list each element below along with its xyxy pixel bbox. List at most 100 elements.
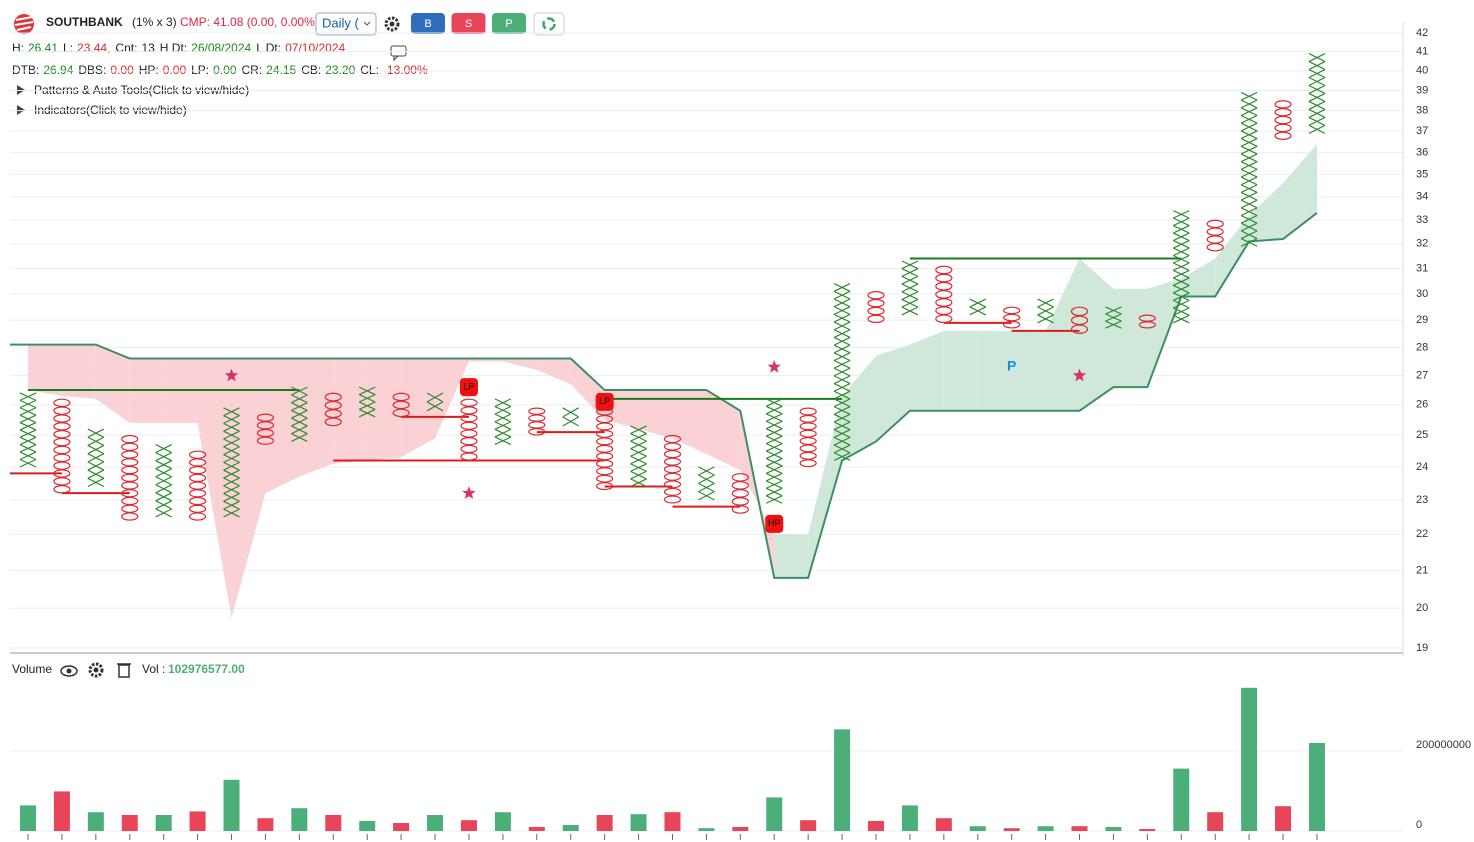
x-box xyxy=(1240,114,1258,124)
o-box xyxy=(935,290,953,299)
x-box xyxy=(630,470,647,480)
cloud-segment xyxy=(842,355,876,461)
y-tick-label: 20 xyxy=(1416,602,1428,614)
o-box xyxy=(53,461,71,470)
o-box xyxy=(53,485,71,494)
volume-bar xyxy=(732,827,749,831)
x-box xyxy=(833,329,851,338)
o-box xyxy=(799,444,817,453)
x-box xyxy=(833,398,851,408)
x-box xyxy=(969,298,987,308)
volume-bar xyxy=(1207,812,1224,831)
y-tick-label: 36 xyxy=(1416,146,1428,158)
eye-icon[interactable] xyxy=(60,665,78,677)
action-button[interactable] xyxy=(451,13,486,34)
x-box xyxy=(833,344,851,354)
o-box xyxy=(189,489,207,498)
pf-column xyxy=(663,434,682,504)
x-box xyxy=(1173,254,1190,264)
action-button[interactable] xyxy=(492,13,526,34)
o-box xyxy=(1003,320,1021,329)
star xyxy=(224,368,239,382)
pf-column xyxy=(19,392,37,468)
volume-settings-icon[interactable] xyxy=(88,662,104,678)
cloud-segment xyxy=(95,344,130,423)
ring-button[interactable] xyxy=(533,12,565,36)
volume-bar xyxy=(20,805,36,831)
o-box xyxy=(935,281,953,291)
x-box xyxy=(291,433,308,442)
toggle-arrow[interactable] xyxy=(17,105,25,115)
y-tick-label: 24 xyxy=(1416,461,1428,473)
y-tick-label: 25 xyxy=(1416,429,1428,441)
x-box xyxy=(833,283,851,292)
x-box xyxy=(19,429,37,438)
x-box xyxy=(1308,124,1326,134)
x-box xyxy=(1105,313,1122,322)
x-box xyxy=(223,485,240,495)
symbol: SOUTHBANK xyxy=(46,15,123,29)
o-box xyxy=(121,481,139,490)
cloud-segment xyxy=(197,358,232,618)
o-box xyxy=(121,442,139,452)
x-box xyxy=(630,425,647,435)
o-box xyxy=(189,458,207,467)
x-box xyxy=(87,469,105,479)
o-box xyxy=(867,290,885,300)
x-box xyxy=(358,401,376,410)
stat-value: 23.20 xyxy=(325,63,355,77)
pf-column xyxy=(969,298,987,316)
x-box xyxy=(1173,247,1190,257)
o-box xyxy=(731,497,749,506)
volume-bar xyxy=(1308,743,1325,831)
x-box xyxy=(358,386,376,396)
cloud-segment xyxy=(536,358,571,385)
pf-column xyxy=(494,398,512,446)
x-box xyxy=(358,394,376,403)
volume-bar xyxy=(223,779,240,831)
x-box xyxy=(969,306,987,316)
x-box xyxy=(87,436,105,446)
x-box xyxy=(1173,210,1190,219)
x-box xyxy=(155,484,172,494)
x-box xyxy=(833,452,851,461)
y-tick-label: 35 xyxy=(1416,168,1428,180)
stat-value: 26/08/2024 xyxy=(191,41,251,55)
x-box xyxy=(155,452,172,462)
o-box xyxy=(663,472,682,481)
x-box xyxy=(19,451,37,461)
settings-icon[interactable] xyxy=(384,16,400,32)
x-box xyxy=(1308,100,1326,110)
y-tick-label: 42 xyxy=(1416,27,1428,39)
x-box xyxy=(765,405,783,415)
o-box xyxy=(189,512,207,521)
stat-value: -13.00% xyxy=(383,63,428,77)
x-box xyxy=(765,457,783,467)
interval-select[interactable] xyxy=(315,12,377,36)
stat-label: DBS: xyxy=(78,63,106,77)
y-tick-label: 26 xyxy=(1416,399,1428,411)
o-box xyxy=(935,314,953,324)
x-box xyxy=(1308,68,1326,79)
x-box xyxy=(630,448,647,457)
o-box xyxy=(1206,243,1224,252)
volume-bar xyxy=(155,815,172,831)
volume-bar xyxy=(325,815,342,831)
cloud-segment xyxy=(61,344,96,399)
comment-icon[interactable] xyxy=(390,45,407,62)
pf-column xyxy=(1274,100,1292,140)
volume-bar xyxy=(1003,828,1020,831)
x-box xyxy=(1173,262,1190,272)
x-box xyxy=(630,455,647,465)
y-tick-label: 19 xyxy=(1416,642,1428,654)
cloud-segment xyxy=(1283,143,1317,240)
cloud-segment xyxy=(808,395,843,578)
x-box xyxy=(494,413,512,423)
action-button[interactable] xyxy=(411,13,445,34)
trash-icon[interactable] xyxy=(117,663,131,678)
cloud-segment xyxy=(943,330,978,411)
x-box xyxy=(1240,161,1258,170)
x-box xyxy=(87,477,105,488)
vol-value: 102976577.00 xyxy=(168,662,245,676)
cloud-segment xyxy=(28,344,62,396)
